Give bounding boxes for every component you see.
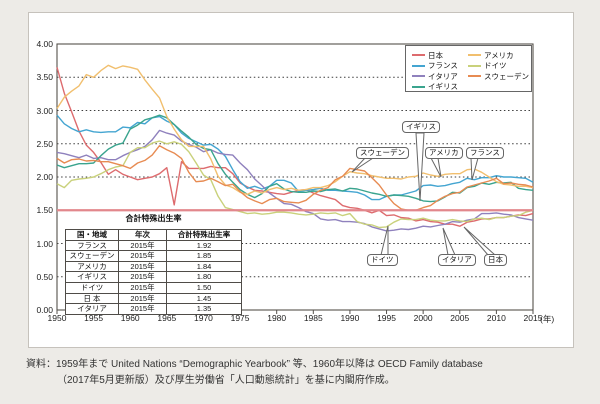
series-line-uk	[56, 114, 534, 203]
callout-tail-sweden	[351, 157, 375, 173]
callout-tail-japan	[463, 226, 497, 256]
callout-tail-italy	[442, 227, 456, 256]
source-note: 資料：1959年まで United Nations “Demographic Y…	[26, 357, 483, 388]
series-line-france	[56, 114, 534, 201]
series-line-sweden	[56, 144, 534, 212]
series-line-italy	[56, 129, 534, 232]
callout-tail-uk	[415, 132, 425, 202]
source-line-1: 資料：1959年まで United Nations “Demographic Y…	[26, 359, 483, 370]
plot-frame	[56, 43, 534, 311]
series-line-usa	[56, 64, 534, 196]
callout-tail-france	[470, 157, 479, 181]
callout-tail-usa	[430, 157, 442, 178]
series-line-germany	[56, 140, 534, 229]
source-line-2: （2017年5月更新版）及び厚生労働省「人口動態統計」を基に内閣府作成。	[57, 374, 395, 386]
